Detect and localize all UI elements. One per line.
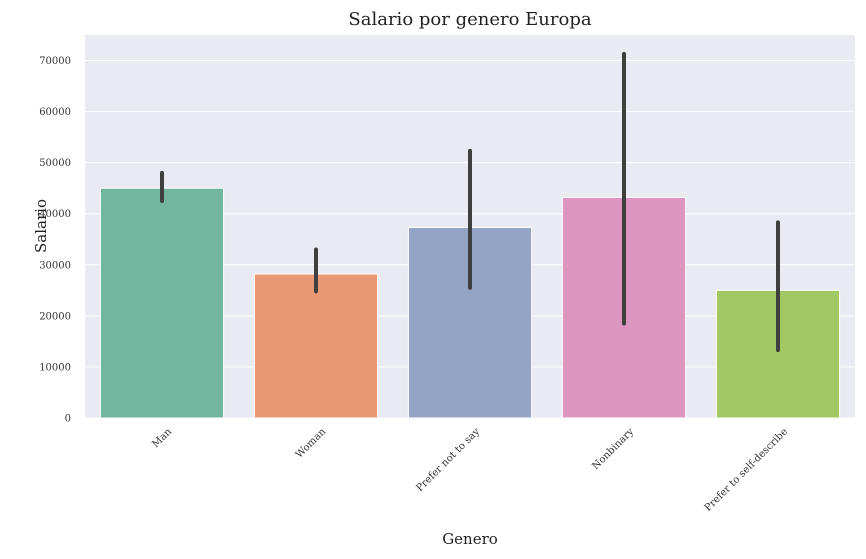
- y-tick-label: 70000: [39, 56, 71, 67]
- y-tick-label: 30000: [39, 260, 71, 271]
- y-tick-label: 50000: [39, 158, 71, 169]
- x-tick-label: Prefer to self-describe: [703, 426, 790, 513]
- x-tick-label: Man: [150, 426, 174, 450]
- y-tick-label: 10000: [39, 362, 71, 373]
- y-tick-label: 20000: [39, 311, 71, 322]
- x-axis-label: Genero: [442, 530, 498, 548]
- x-tick-label: Prefer not to say: [415, 426, 483, 494]
- y-axis-label: Salario: [32, 199, 50, 253]
- y-tick-label: 60000: [39, 107, 71, 118]
- bar: [99, 187, 225, 419]
- x-tick-label: Nonbinary: [590, 426, 636, 472]
- bars: [99, 187, 841, 419]
- chart-title: Salario por genero Europa: [348, 9, 591, 30]
- y-tick-label: 0: [65, 414, 71, 425]
- error-bars: [160, 51, 780, 353]
- y-tick-labels: 0 10000 20000 30000 40000 50000 60000 70000: [39, 56, 71, 424]
- bar: [253, 273, 379, 419]
- x-tick-labels: Man Woman Prefer not to say Nonbinary Prefer…: [150, 426, 790, 514]
- y-tick-label: 40000: [39, 209, 71, 220]
- x-tick-label: Woman: [294, 426, 329, 461]
